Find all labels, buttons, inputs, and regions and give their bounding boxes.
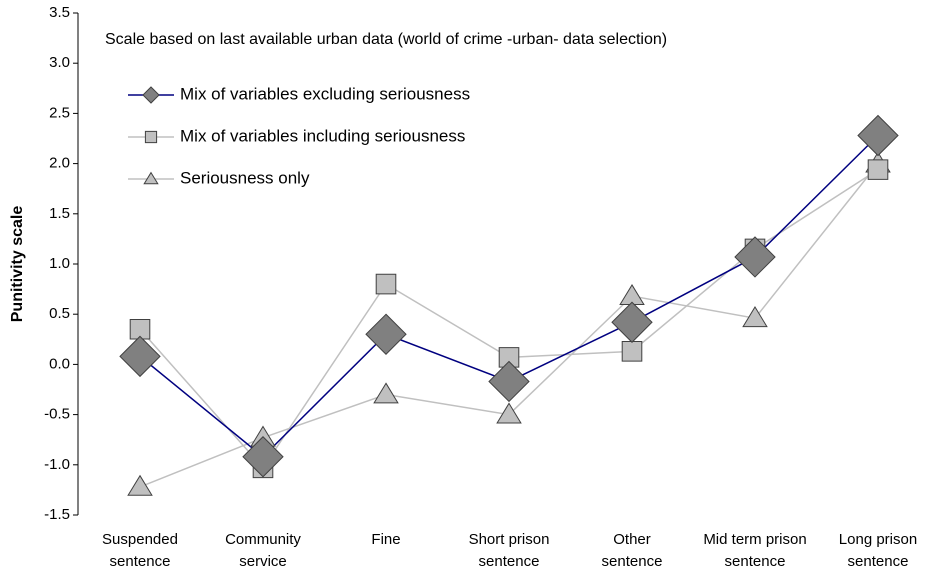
marker	[373, 382, 399, 404]
marker	[498, 347, 520, 368]
y-tick-label: 2.5	[49, 104, 70, 121]
marker	[119, 335, 161, 378]
x-tick-label: Other sentence	[602, 531, 663, 570]
x-tick-label: Fine	[371, 531, 400, 548]
marker	[488, 360, 530, 403]
legend-label: Seriousness only	[180, 168, 310, 187]
y-tick-label: -1.5	[44, 506, 70, 523]
legend-label: Mix of variables excluding seriousness	[180, 84, 470, 103]
marker	[867, 159, 889, 180]
marker	[621, 341, 643, 362]
y-tick-label: 1.0	[49, 255, 70, 272]
legend-label: Mix of variables including seriousness	[180, 126, 465, 145]
y-tick-label: 3.5	[49, 4, 70, 21]
x-tick-label: Mid term prison sentence	[703, 531, 806, 570]
y-tick-label: 1.5	[49, 205, 70, 222]
x-tick-label: Community service	[225, 531, 301, 570]
y-tick-label: 2.0	[49, 155, 70, 172]
x-tick-label: Suspended sentence	[102, 531, 178, 570]
y-tick-label: -1.0	[44, 456, 70, 473]
marker	[742, 306, 768, 328]
y-tick-label: 3.0	[49, 54, 70, 71]
marker	[242, 436, 284, 478]
marker	[127, 474, 153, 496]
marker	[611, 301, 653, 343]
y-tick-label: 0.0	[49, 355, 70, 372]
y-tick-label: 0.5	[49, 305, 70, 322]
marker	[496, 402, 522, 424]
marker	[129, 318, 151, 340]
marker	[143, 171, 159, 185]
marker	[857, 114, 899, 157]
annotation: Scale based on last available urban data…	[105, 31, 667, 48]
marker	[142, 86, 160, 104]
y-axis-label: Punitivity scale	[9, 206, 26, 323]
marker	[144, 130, 158, 144]
marker	[734, 236, 776, 278]
x-tick-label: Long prison sentence	[839, 531, 917, 570]
marker	[375, 273, 397, 295]
y-tick-label: -0.5	[44, 406, 70, 423]
x-tick-label: Short prison sentence	[469, 531, 550, 570]
marker	[365, 313, 407, 355]
series-line	[139, 163, 879, 488]
